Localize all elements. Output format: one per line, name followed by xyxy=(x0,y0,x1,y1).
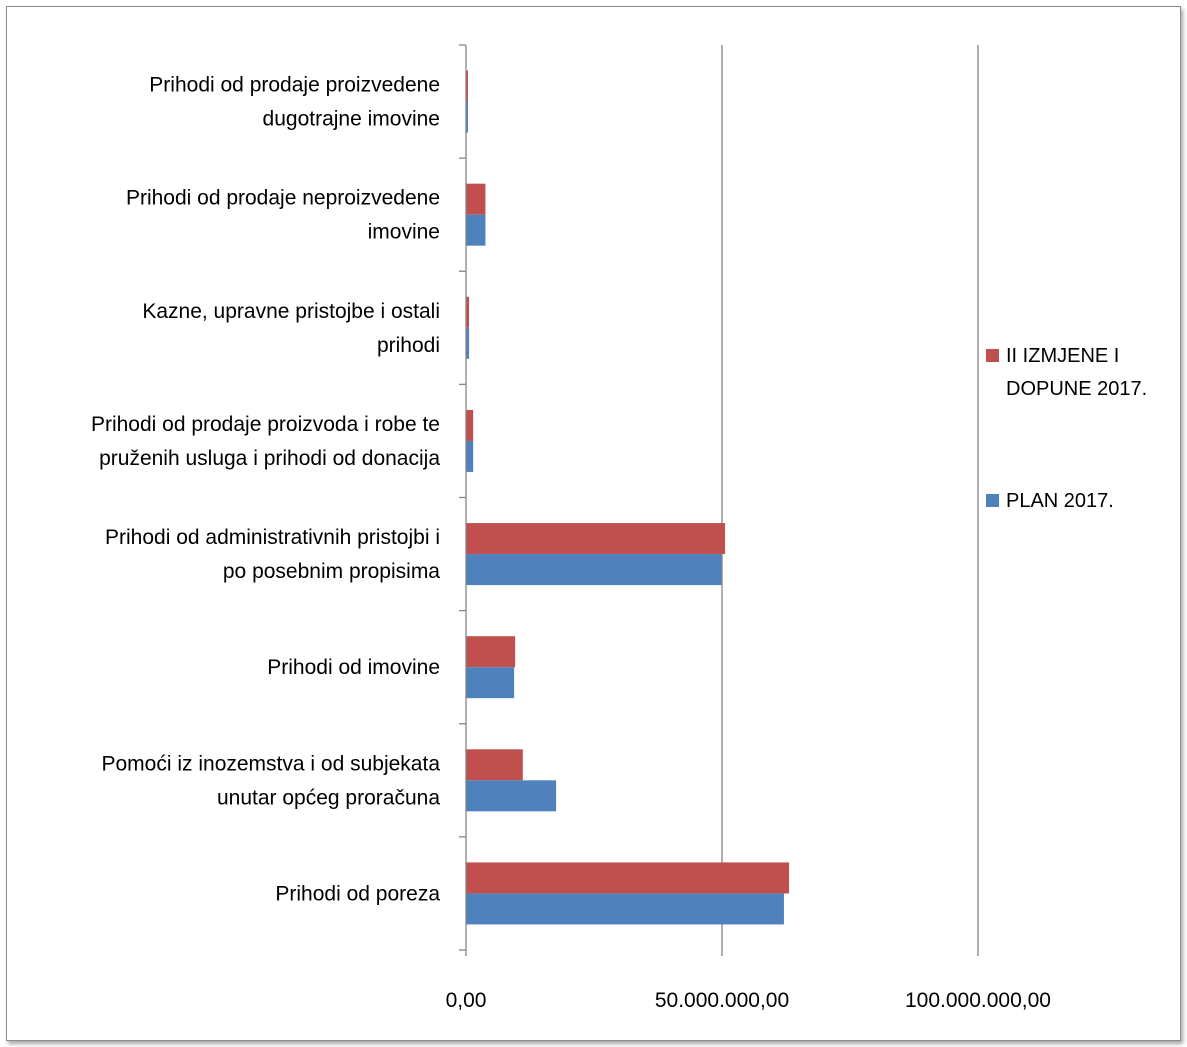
x-tick-label-2: 100.000.000,00 xyxy=(905,989,1051,1012)
bar-izmjene-7 xyxy=(466,70,468,102)
category-label-5-line-0: Kazne, upravne pristojbe i ostali xyxy=(142,300,440,323)
bar-plan-7 xyxy=(466,101,468,133)
bar-izmjene-5 xyxy=(466,296,470,328)
bar-plan-3 xyxy=(466,554,722,586)
category-label-4-line-0: Prihodi od prodaje proizvoda i robe te xyxy=(91,413,440,436)
bar-plan-5 xyxy=(466,327,470,359)
legend-swatch-0 xyxy=(986,349,999,362)
category-label-6-line-1: imovine xyxy=(368,221,440,244)
category-label-1-line-0: Pomoći iz inozemstva i od subjekata xyxy=(102,752,441,775)
x-tick-label-1: 50.000.000,00 xyxy=(655,989,789,1012)
bar-izmjene-1 xyxy=(466,749,523,781)
bar-izmjene-0 xyxy=(466,862,790,894)
category-label-2-line-0: Prihodi od imovine xyxy=(267,656,440,679)
bar-plan-0 xyxy=(466,893,784,925)
bar-izmjene-4 xyxy=(466,409,474,441)
bar-plan-6 xyxy=(466,214,486,246)
category-label-5-line-1: prihodi xyxy=(377,334,440,357)
category-label-7-line-1: dugotrajne imovine xyxy=(263,108,440,131)
legend-swatch-1 xyxy=(986,494,999,507)
bar-izmjene-6 xyxy=(466,183,486,215)
category-label-7-line-0: Prihodi od prodaje proizvedene xyxy=(149,74,440,97)
bar-plan-2 xyxy=(466,667,515,699)
bar-plan-4 xyxy=(466,440,474,472)
category-label-3-line-0: Prihodi od administrativnih pristojbi i xyxy=(105,526,440,549)
category-label-3-line-1: po posebnim propisima xyxy=(223,560,440,583)
category-label-0-line-0: Prihodi od poreza xyxy=(275,882,440,905)
bar-plan-1 xyxy=(466,780,557,812)
category-label-4-line-1: pruženih usluga i prihodi od donacija xyxy=(99,447,440,470)
category-label-1-line-1: unutar općeg proračuna xyxy=(217,786,440,809)
bar-izmjene-3 xyxy=(466,523,726,555)
legend-label-0-line-1: DOPUNE 2017. xyxy=(1006,378,1147,400)
x-tick-label-0: 0,00 xyxy=(446,989,487,1012)
legend-label-1-line-0: PLAN 2017. xyxy=(1006,490,1114,512)
legend-label-0-line-0: II IZMJENE I xyxy=(1006,345,1119,367)
bar-izmjene-2 xyxy=(466,636,516,668)
category-label-6-line-0: Prihodi od prodaje neproizvedene xyxy=(126,187,440,210)
